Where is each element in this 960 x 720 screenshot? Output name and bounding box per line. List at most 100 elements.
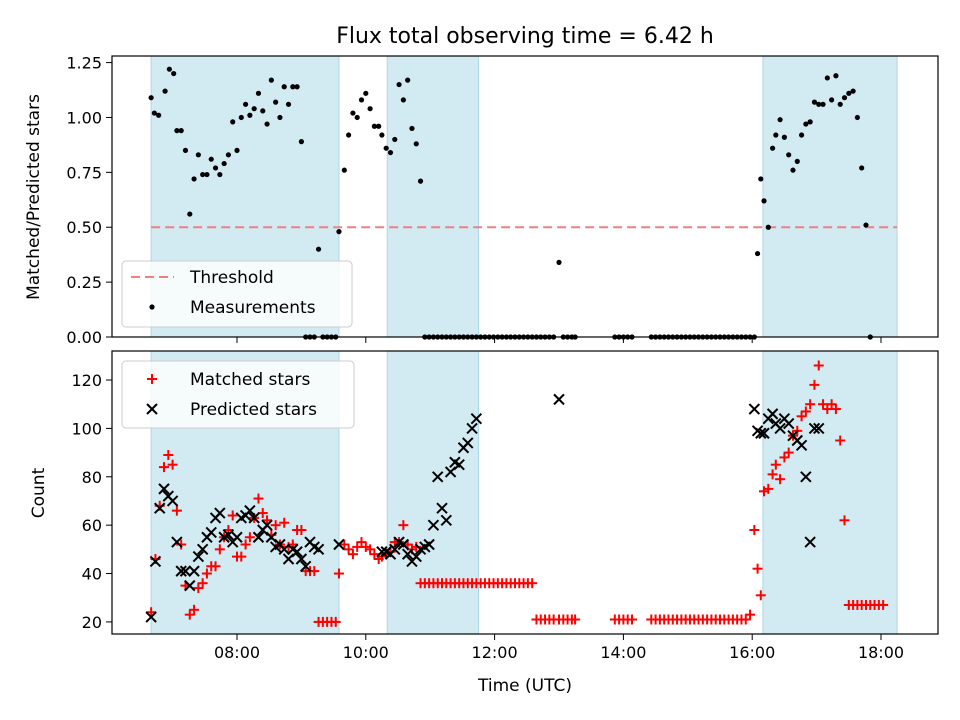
predicted-point-12-b (196, 543, 209, 556)
matched-point-44 (333, 568, 344, 579)
matched-point-29 (270, 520, 281, 531)
predicted-point-44 (389, 543, 401, 556)
measurement-point-59 (400, 97, 406, 103)
measurement-point-49 (358, 97, 365, 103)
measurement-point-0 (148, 95, 154, 101)
matched-point-135 (770, 459, 781, 470)
measurement-point-53 (376, 123, 382, 129)
measurement-point-95 (556, 259, 562, 265)
measurement-point-133 (765, 224, 771, 230)
measurement-point-4 (166, 66, 172, 72)
measurement-point-51 (367, 106, 373, 112)
measurement-point-27 (264, 121, 270, 127)
predicted-point-65-b (748, 403, 761, 415)
measurement-point-55 (383, 145, 389, 151)
predicted-point-54 (432, 471, 444, 483)
predicted-point-33-b (287, 543, 299, 556)
predicted-point-31-b (278, 543, 290, 556)
top-legend: Threshold Measurements (121, 260, 353, 328)
predicted-point-77-b (795, 439, 808, 452)
predicted-point-56 (440, 514, 453, 527)
matched-point-23 (244, 532, 255, 543)
measurement-point-132 (761, 198, 767, 204)
predicted-point-72 (774, 422, 786, 435)
measurement-point-10 (191, 176, 197, 182)
x-tick-label-0: 08:00 (214, 643, 260, 662)
top-y-tick-label-4: 1.00 (66, 108, 102, 127)
matched-point-143 (805, 399, 816, 410)
measurement-point-156 (863, 222, 869, 228)
measurement-point-33 (290, 84, 296, 90)
predicted-point-81 (813, 422, 825, 435)
bottom-y-axis: 20 40 60 80 100 120 (71, 371, 112, 632)
predicted-point-41-b (376, 546, 388, 558)
predicted-point-2 (154, 502, 166, 514)
measurement-point-135 (773, 132, 779, 138)
top-shaded-window-1 (386, 55, 479, 338)
predicted-point-79 (804, 536, 816, 548)
measurement-point-21 (238, 114, 244, 121)
matched-point-99 (570, 614, 581, 625)
matched-point-15 (210, 561, 221, 572)
predicted-point-61 (462, 437, 474, 449)
predicted-point-18-b (222, 529, 235, 541)
predicted-point-45-b (393, 536, 405, 548)
chart-title: Flux total observing time = 6.42 h (336, 24, 714, 49)
x-tick-label-5: 18:00 (858, 643, 904, 662)
measurement-point-14 (208, 156, 214, 162)
bottom-y-tick-label-3: 80 (82, 468, 102, 487)
predicted-point-35-b (295, 553, 308, 565)
measurement-point-58 (396, 81, 402, 88)
matched-point-6 (171, 505, 182, 516)
top-y-tick-label-2: 0.50 (66, 218, 102, 237)
x-tick-label-4: 16:00 (729, 643, 775, 662)
measurement-point-11 (195, 152, 201, 158)
predicted-stars-legend-label: Predicted stars (190, 400, 317, 420)
measurement-point-20 (234, 147, 240, 153)
measurement-point-147 (824, 75, 830, 81)
predicted-point-62 (466, 422, 478, 435)
measurement-point-44 (336, 229, 342, 235)
matched-point-131 (755, 590, 766, 601)
matched-point-13 (201, 568, 212, 579)
x-tick-label-3: 14:00 (600, 643, 646, 662)
measurement-point-148 (829, 97, 835, 103)
measurement-point-3 (162, 88, 168, 94)
top-y-axis-label: Matched/Predicted stars (24, 94, 44, 300)
bottom-plot-frame (111, 350, 939, 635)
predicted-point-52 (423, 538, 435, 551)
predicted-point-25 (252, 531, 265, 543)
measurement-point-145 (816, 101, 822, 107)
predicted-point-55-b (436, 502, 448, 514)
measurement-point-30 (277, 114, 283, 121)
matched-point-16 (214, 544, 225, 555)
predicted-point-74 (782, 417, 795, 430)
matched-stars-legend-label: Matched stars (190, 370, 310, 390)
predicted-point-78-b (800, 471, 812, 483)
measurement-point-17 (221, 160, 227, 167)
predicted-point-77 (795, 439, 808, 452)
measurement-point-131 (758, 176, 764, 182)
bottom-y-tick-label-4: 100 (71, 419, 102, 438)
predicted-point-80-b (808, 422, 821, 435)
measurement-point-7 (178, 128, 184, 134)
predicted-point-24-b (248, 512, 260, 524)
predicted-point-59 (453, 458, 465, 471)
measurement-point-47 (350, 110, 356, 116)
measurement-point-25 (255, 90, 262, 96)
measurement-point-18 (225, 152, 232, 158)
predicted-point-0-b (145, 611, 157, 623)
top-legend-box (121, 260, 353, 328)
matched-point-138 (783, 447, 794, 458)
predicted-point-70 (766, 408, 779, 420)
measurement-point-22 (242, 101, 249, 107)
predicted-legend-marker-b (146, 403, 158, 415)
predicted-point-8 (179, 565, 192, 577)
matched-point-134 (767, 469, 778, 480)
measurement-point-28 (268, 77, 274, 83)
measurement-point-62 (413, 141, 419, 147)
measurement-point-52 (371, 123, 377, 129)
predicted-point-0 (145, 611, 157, 623)
measurement-point-12 (200, 171, 206, 178)
